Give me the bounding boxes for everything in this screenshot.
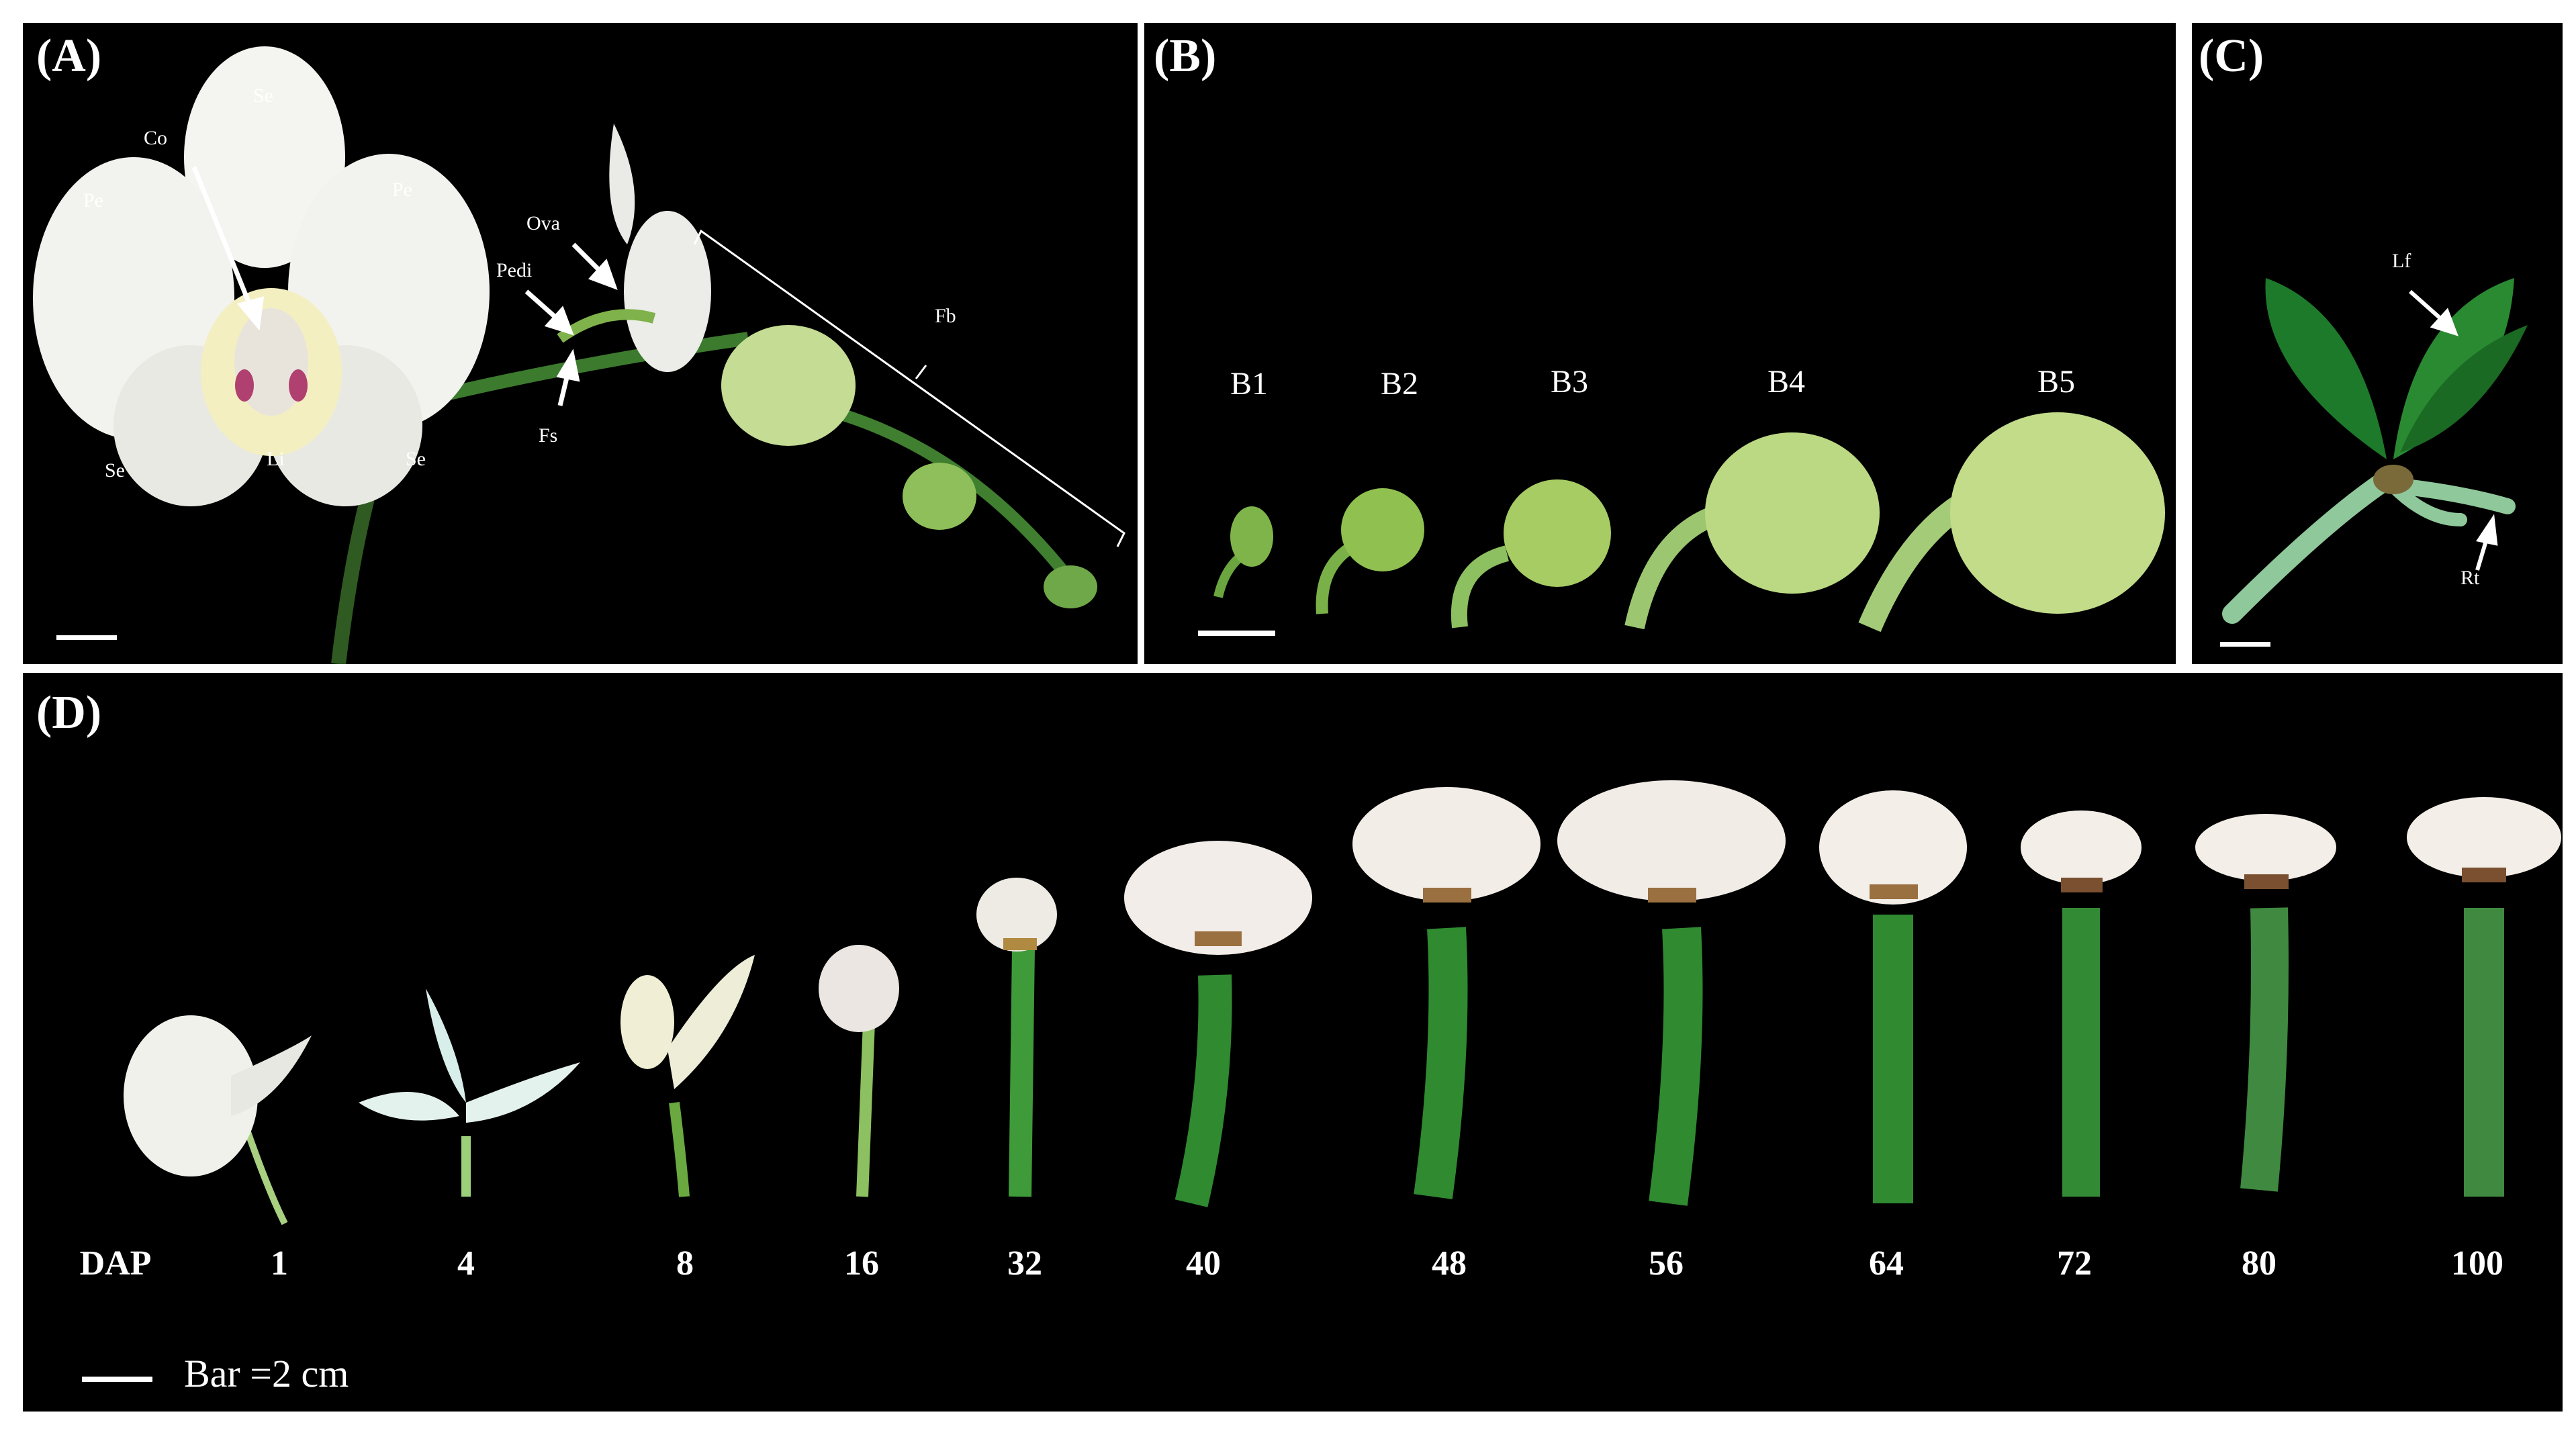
lf-arrow-icon (2430, 308, 2458, 336)
seedling-leaves (2265, 278, 2528, 459)
seedling-roots (2222, 469, 2516, 624)
scale-bar-text: Bar =2 cm (184, 1352, 349, 1395)
label-fb: Fb (935, 305, 956, 327)
dorsal-sepal (184, 46, 345, 268)
fruit-8-dap (620, 955, 755, 1197)
bud-small (1044, 565, 1097, 608)
panel-c-label: (C) (2199, 30, 2264, 82)
panel-d: (D) DAP 1 4 8 16 32 40 48 56 64 72 80 10… (23, 673, 2563, 1412)
bud-b2 (1316, 488, 1424, 614)
lip-spot-right (289, 369, 308, 402)
panel-a-arrows (191, 166, 618, 406)
label-li: Li (267, 448, 285, 470)
dap-value: 56 (1649, 1244, 1684, 1283)
panel-d-illustration (82, 780, 2561, 1382)
label-b2: B2 (1381, 366, 1419, 402)
panel-b-label: (B) (1154, 30, 1217, 82)
floral-buds (721, 325, 1097, 608)
panel-d-label: (D) (36, 687, 102, 739)
label-b1: B1 (1230, 366, 1269, 402)
bud-medium (903, 463, 976, 530)
dap-value: 100 (2451, 1244, 2503, 1283)
label-se-left: Se (105, 459, 125, 481)
fb-bracket-tick (915, 365, 927, 379)
label-b5: B5 (2037, 364, 2076, 400)
dap-value: 72 (2057, 1244, 2092, 1283)
fruit-72-dap (2021, 811, 2142, 1197)
dap-value: 64 (1869, 1244, 1904, 1283)
fruit-100-dap (2407, 797, 2561, 1197)
seedling-base (2373, 465, 2413, 494)
label-pe-right: Pe (392, 179, 412, 201)
fruit-40-dap (1124, 841, 1312, 1207)
ova-arrow-line (571, 242, 602, 273)
fb-bracket (693, 229, 1125, 547)
panel-a-label: (A) (36, 30, 102, 82)
label-co: Co (144, 127, 168, 149)
panel-c-arrows (2409, 289, 2498, 571)
panel-c-scale-bar (2220, 642, 2270, 647)
fruit-48-dap (1352, 787, 1540, 1199)
label-rt: Rt (2460, 567, 2480, 589)
panel-b-scale-bar (1198, 631, 1275, 636)
fruit-16-dap (819, 945, 899, 1197)
fruit-32-dap (976, 878, 1057, 1197)
lip-spot-left (235, 369, 254, 402)
side-flower (557, 124, 711, 372)
label-lf: Lf (2392, 250, 2411, 272)
dap-value: 16 (844, 1244, 879, 1283)
dap-axis-label: DAP (79, 1244, 152, 1283)
dap-value: 1 (271, 1244, 288, 1283)
lf-arrow-line (2409, 289, 2442, 320)
panel-d-scale-bar (82, 1377, 152, 1382)
co-arrow-icon (236, 296, 265, 331)
dap-value: 40 (1186, 1244, 1221, 1283)
bud-b5 (1858, 412, 2165, 633)
pedi-arrow-icon (544, 306, 574, 336)
pedi-arrow-line (524, 289, 559, 320)
label-b4: B4 (1767, 364, 1806, 400)
bud-b3 (1451, 479, 1611, 629)
fruit-56-dap (1557, 780, 1786, 1206)
panel-b-illustration (1198, 412, 2165, 636)
label-ova: Ova (526, 212, 560, 234)
fruit-80-dap (2195, 814, 2336, 1192)
bud-b1 (1213, 506, 1273, 598)
dap-value: 32 (1007, 1244, 1042, 1283)
label-se-top: Se (253, 85, 273, 107)
panel-a-scale-bar (56, 635, 117, 640)
fruit-4-dap (359, 988, 580, 1197)
panel-b: (B) B1 B2 B3 B4 B5 (1144, 23, 2176, 664)
dap-value: 4 (457, 1244, 475, 1283)
dap-value: 80 (2242, 1244, 2276, 1283)
ova-arrow-icon (588, 259, 618, 290)
orchid-flower (33, 46, 490, 506)
label-b3: B3 (1551, 364, 1589, 400)
label-pedi: Pedi (496, 259, 533, 281)
dap-value: 48 (1432, 1244, 1467, 1283)
bud-b4 (1624, 432, 1880, 630)
panel-c-illustration (2220, 278, 2528, 647)
panel-a-illustration (33, 46, 1125, 664)
rt-arrow-icon (2476, 514, 2498, 546)
label-fs: Fs (539, 424, 558, 447)
fs-arrow-icon (556, 349, 580, 382)
label-se-right: Se (406, 448, 426, 470)
panel-a: (A) Se Co Pe Pe Se Li Se Ova Pedi Fs Fb (23, 23, 1138, 664)
fruit-64-dap (1819, 790, 1967, 1203)
fruit-1-dap (124, 1015, 312, 1226)
bud-large (721, 325, 856, 446)
panel-c: (C) Lf Rt (2192, 23, 2563, 664)
dap-value: 8 (676, 1244, 694, 1283)
co-arrow-line (191, 166, 254, 310)
label-pe-left: Pe (83, 189, 103, 212)
